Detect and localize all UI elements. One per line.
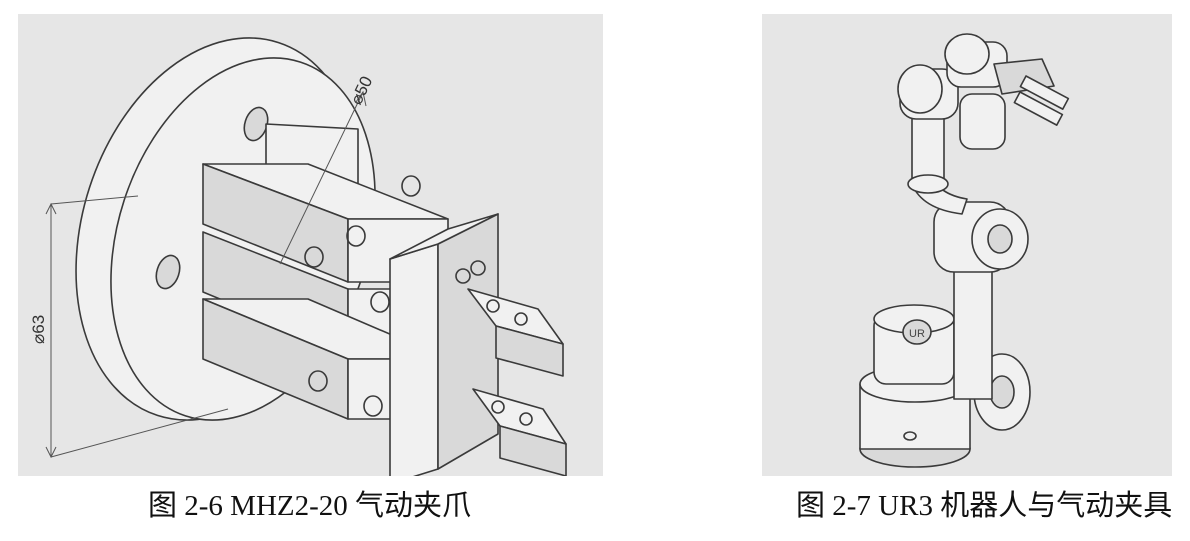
- finger-lower-hole-1: [491, 400, 505, 414]
- bolt-hole-3: [304, 246, 324, 268]
- robot-logo-text: UR: [909, 328, 925, 340]
- bolt-hole-6: [363, 395, 383, 417]
- end-plate-top: [389, 213, 499, 260]
- finger-upper-hole-1: [486, 299, 500, 313]
- bolt-hole-5: [308, 370, 328, 392]
- finger-lower-front: [499, 425, 567, 476]
- tool-gripper-finger-1: [1019, 75, 1070, 110]
- end-plate-side: [437, 213, 499, 470]
- figure-caption-2-7: 图 2-7 UR3 机器人与气动夹具: [796, 490, 1173, 522]
- screw-head-1: [455, 268, 471, 284]
- robot-wrist-3: [959, 93, 1006, 150]
- bolt-hole-2: [346, 225, 366, 247]
- figure-ur3-robot: UR: [762, 14, 1172, 476]
- robot-base-led: [903, 431, 917, 441]
- screw-head-2: [470, 260, 486, 276]
- dim-line-50: [279, 91, 364, 265]
- robot-logo-badge: [902, 319, 932, 345]
- robot-lower-arm: [953, 263, 993, 400]
- finger-upper-front: [495, 325, 564, 377]
- ur3-robot-illustration: UR: [859, 33, 1070, 468]
- flange-hole-left: [155, 254, 181, 290]
- gripper-line-drawing: ⌀50 ⌀63: [29, 37, 567, 476]
- end-plate-front: [389, 243, 439, 476]
- dim-label-63: ⌀63: [29, 315, 48, 344]
- bolt-hole-4: [370, 291, 390, 313]
- finger-upper-hole-2: [514, 312, 528, 326]
- dim-label-50: ⌀50: [347, 73, 377, 108]
- figure-gripper-drawing: ⌀50 ⌀63: [18, 14, 603, 476]
- figure-caption-2-6: 图 2-6 MHZ2-20 气动夹爪: [148, 490, 472, 522]
- finger-lower-hole-2: [519, 412, 533, 426]
- bolt-hole-1: [401, 175, 421, 197]
- tool-gripper-finger-2: [1013, 91, 1064, 126]
